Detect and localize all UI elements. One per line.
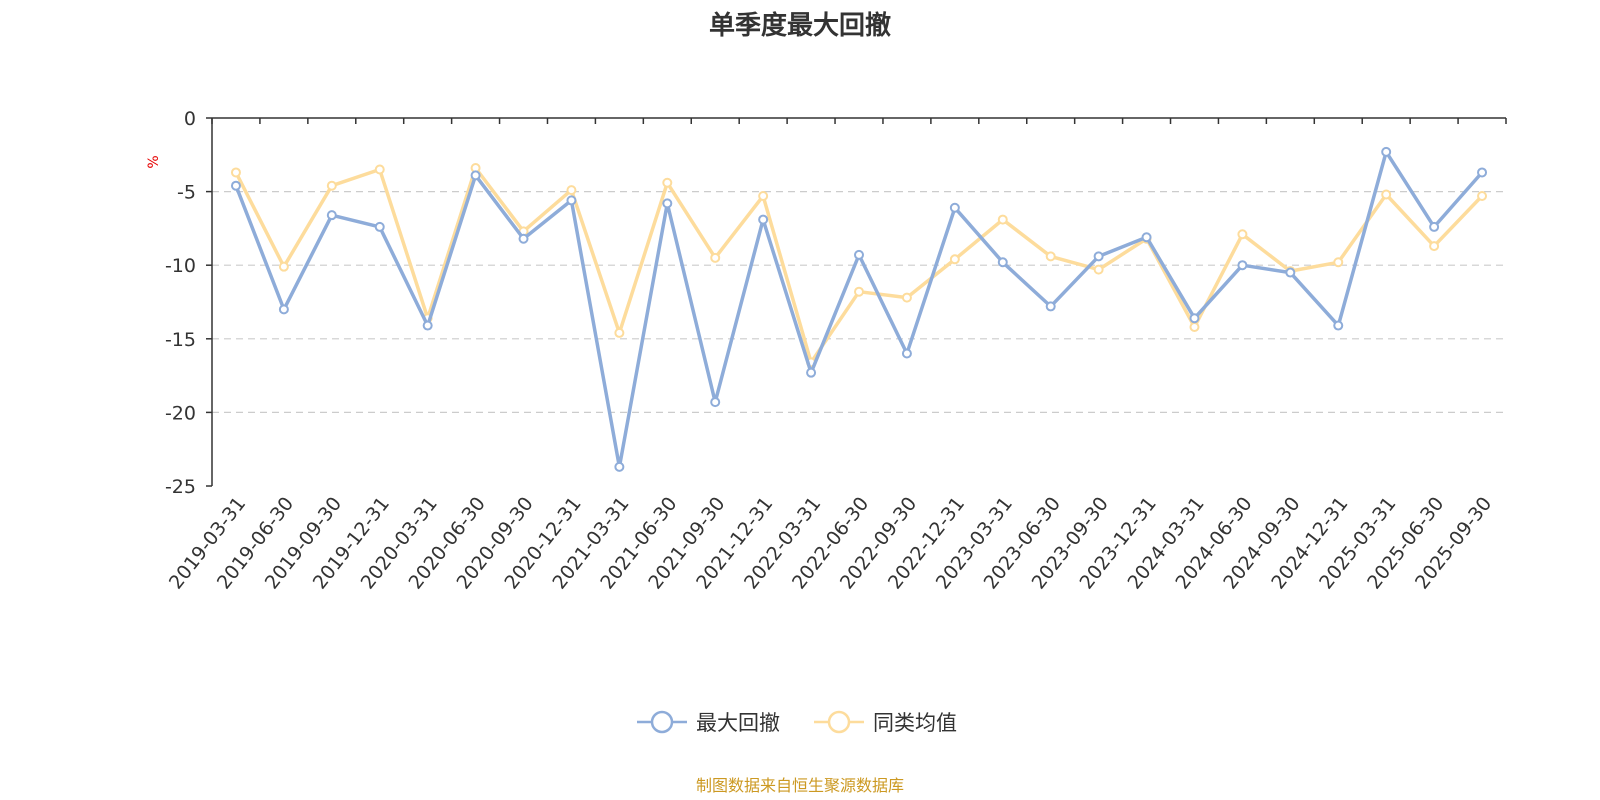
y-axis-unit: % bbox=[146, 155, 162, 168]
data-point[interactable] bbox=[758, 214, 769, 225]
y-tick-label: -10 bbox=[165, 255, 196, 277]
legend-label: 最大回撤 bbox=[696, 711, 780, 735]
data-point[interactable] bbox=[1189, 313, 1200, 324]
data-point[interactable] bbox=[326, 210, 337, 221]
data-point[interactable] bbox=[1093, 264, 1104, 275]
legend-item-同类均值[interactable]: 同类均值 bbox=[814, 710, 957, 735]
legend-label: 同类均值 bbox=[873, 711, 957, 735]
data-point[interactable] bbox=[854, 286, 864, 297]
data-point[interactable] bbox=[470, 170, 481, 181]
series-最大回撤 bbox=[230, 146, 1488, 472]
gridlines bbox=[212, 191, 1506, 413]
data-point[interactable] bbox=[854, 249, 864, 260]
data-point[interactable] bbox=[1477, 191, 1488, 202]
data-point[interactable] bbox=[1477, 167, 1488, 178]
data-point[interactable] bbox=[1237, 229, 1248, 240]
data-point[interactable] bbox=[997, 257, 1008, 268]
y-tick-label: -25 bbox=[165, 476, 196, 498]
data-point[interactable] bbox=[1333, 320, 1344, 331]
series-line bbox=[234, 150, 1484, 469]
data-point[interactable] bbox=[901, 348, 912, 359]
data-point[interactable] bbox=[806, 367, 817, 378]
y-tick-label: -15 bbox=[165, 329, 196, 351]
legend-marker-icon bbox=[650, 710, 674, 734]
axes bbox=[211, 117, 1506, 486]
data-point[interactable] bbox=[1429, 241, 1440, 252]
data-point[interactable] bbox=[1381, 146, 1392, 157]
data-point[interactable] bbox=[662, 177, 673, 188]
data-point[interactable] bbox=[758, 191, 769, 202]
data-point[interactable] bbox=[230, 180, 241, 191]
legend-item-最大回撤[interactable]: 最大回撤 bbox=[637, 710, 780, 735]
series-layer bbox=[230, 146, 1488, 472]
data-point[interactable] bbox=[901, 292, 912, 303]
x-axis-ticks: 2019-03-312019-06-302019-09-302019-12-31… bbox=[165, 118, 1507, 593]
data-point[interactable] bbox=[518, 233, 529, 244]
data-point[interactable] bbox=[997, 214, 1008, 225]
legend[interactable]: 最大回撤 同类均值 bbox=[637, 710, 957, 735]
chart-title: 单季度最大回撤 bbox=[709, 10, 891, 41]
data-point[interactable] bbox=[1333, 257, 1344, 268]
data-point[interactable] bbox=[374, 221, 385, 232]
data-point[interactable] bbox=[278, 261, 289, 272]
data-point[interactable] bbox=[614, 461, 625, 472]
data-point[interactable] bbox=[614, 327, 625, 338]
y-tick-label: 0 bbox=[184, 108, 196, 130]
data-point[interactable] bbox=[662, 198, 673, 209]
data-point[interactable] bbox=[230, 167, 241, 178]
data-point[interactable] bbox=[1141, 232, 1152, 243]
data-point[interactable] bbox=[566, 185, 577, 196]
data-point[interactable] bbox=[1093, 251, 1104, 262]
data-point[interactable] bbox=[326, 180, 337, 191]
data-point[interactable] bbox=[422, 320, 433, 331]
data-point[interactable] bbox=[1045, 301, 1056, 312]
data-point[interactable] bbox=[1285, 267, 1296, 278]
data-source-note: 制图数据来自恒生聚源数据库 bbox=[696, 776, 904, 795]
data-point[interactable] bbox=[278, 304, 289, 315]
y-tick-label: -20 bbox=[165, 402, 196, 424]
data-point[interactable] bbox=[374, 164, 385, 175]
y-axis-ticks: 0 -5 -10 -15 -20 -25 bbox=[165, 108, 212, 498]
data-point[interactable] bbox=[949, 254, 960, 265]
data-point[interactable] bbox=[1429, 221, 1440, 232]
data-point[interactable] bbox=[1381, 189, 1392, 200]
legend-marker-icon bbox=[827, 710, 851, 734]
data-point[interactable] bbox=[1237, 260, 1248, 271]
data-point[interactable] bbox=[710, 397, 721, 408]
data-point[interactable] bbox=[566, 195, 577, 206]
y-tick-label: -5 bbox=[177, 182, 196, 204]
data-point[interactable] bbox=[1189, 322, 1200, 333]
data-point[interactable] bbox=[949, 202, 960, 213]
data-point[interactable] bbox=[1045, 251, 1056, 262]
data-point[interactable] bbox=[710, 252, 721, 263]
